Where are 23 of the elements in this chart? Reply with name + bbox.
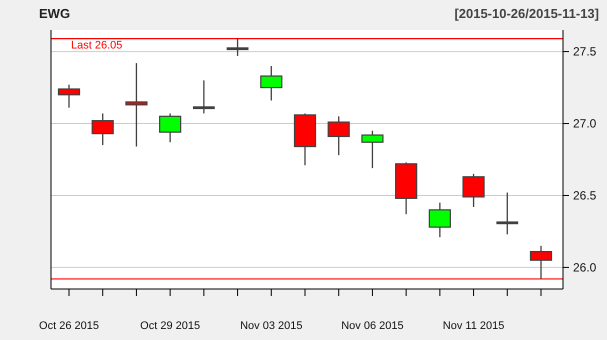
x-tick-label: Oct 26 2015: [39, 320, 99, 332]
chart-subtitle: [2015-10-26/2015-11-13]: [454, 6, 599, 21]
candlestick: [159, 112, 182, 143]
candlestick: [462, 173, 485, 208]
candlestick: [428, 202, 451, 238]
x-tick-label: Oct 29 2015: [140, 320, 200, 332]
y-tick-label: 26.0: [573, 260, 597, 274]
chart-title: EWG: [39, 6, 70, 21]
candlestick: [125, 62, 148, 148]
x-tick-label: Nov 11 2015: [442, 320, 504, 332]
candlestick: [226, 38, 248, 57]
y-tick-label: 27.5: [573, 44, 597, 59]
x-tick-label: Nov 03 2015: [240, 320, 302, 332]
candlestick: [192, 80, 215, 114]
ref-line-label: Last 26.05: [71, 40, 122, 52]
y-tick-label: 27.0: [573, 116, 597, 131]
candlestick: [92, 112, 114, 146]
x-tick-label: Nov 06 2015: [341, 320, 404, 332]
candlestick: [361, 130, 384, 169]
candlestick: [328, 116, 350, 156]
candlestick: [58, 84, 80, 108]
candlestick: [260, 65, 282, 102]
y-tick-label: 26.5: [573, 188, 597, 202]
